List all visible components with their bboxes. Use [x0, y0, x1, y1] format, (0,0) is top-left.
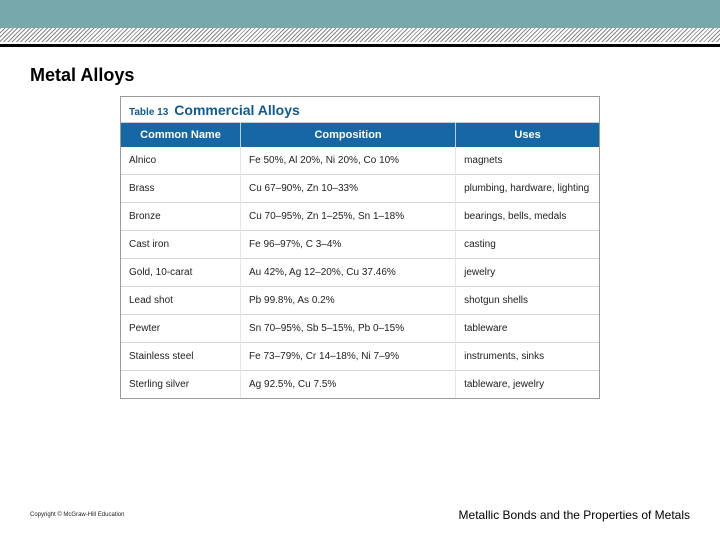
- table-row: Alnico Fe 50%, Al 20%, Ni 20%, Co 10% ma…: [121, 147, 599, 175]
- header-color-band: [0, 0, 720, 28]
- cell-name: Cast iron: [121, 231, 241, 259]
- cell-composition: Cu 67–90%, Zn 10–33%: [241, 175, 456, 203]
- cell-uses: bearings, bells, medals: [456, 203, 599, 231]
- cell-composition: Sn 70–95%, Sb 5–15%, Pb 0–15%: [241, 315, 456, 343]
- cell-composition: Fe 50%, Al 20%, Ni 20%, Co 10%: [241, 147, 456, 175]
- cell-name: Alnico: [121, 147, 241, 175]
- cell-uses: shotgun shells: [456, 287, 599, 315]
- cell-composition: Pb 99.8%, As 0.2%: [241, 287, 456, 315]
- table-title: Commercial Alloys: [174, 102, 300, 118]
- table-row: Sterling silver Ag 92.5%, Cu 7.5% tablew…: [121, 371, 599, 399]
- cell-uses: jewelry: [456, 259, 599, 287]
- header-hatched-band: [0, 28, 720, 42]
- cell-composition: Fe 96–97%, C 3–4%: [241, 231, 456, 259]
- cell-uses: magnets: [456, 147, 599, 175]
- cell-name: Brass: [121, 175, 241, 203]
- copyright-text: Copyright © McGraw-Hill Education: [30, 512, 124, 518]
- cell-name: Gold, 10-carat: [121, 259, 241, 287]
- chapter-title: Metallic Bonds and the Properties of Met…: [459, 508, 690, 522]
- cell-uses: tableware, jewelry: [456, 371, 599, 399]
- cell-name: Lead shot: [121, 287, 241, 315]
- footer: Copyright © McGraw-Hill Education Metall…: [30, 508, 690, 522]
- page-title: Metal Alloys: [30, 65, 720, 86]
- table-header-row: Common Name Composition Uses: [121, 123, 599, 147]
- alloys-table: Common Name Composition Uses Alnico Fe 5…: [121, 123, 599, 398]
- table-row: Cast iron Fe 96–97%, C 3–4% casting: [121, 231, 599, 259]
- table-row: Gold, 10-carat Au 42%, Ag 12–20%, Cu 37.…: [121, 259, 599, 287]
- cell-composition: Fe 73–79%, Cr 14–18%, Ni 7–9%: [241, 343, 456, 371]
- table-row: Lead shot Pb 99.8%, As 0.2% shotgun shel…: [121, 287, 599, 315]
- cell-name: Sterling silver: [121, 371, 241, 399]
- table-row: Brass Cu 67–90%, Zn 10–33% plumbing, har…: [121, 175, 599, 203]
- col-header-composition: Composition: [241, 123, 456, 147]
- table-row: Stainless steel Fe 73–79%, Cr 14–18%, Ni…: [121, 343, 599, 371]
- table-label: Table 13: [129, 107, 168, 118]
- cell-uses: plumbing, hardware, lighting: [456, 175, 599, 203]
- cell-composition: Ag 92.5%, Cu 7.5%: [241, 371, 456, 399]
- cell-name: Bronze: [121, 203, 241, 231]
- col-header-name: Common Name: [121, 123, 241, 147]
- alloys-table-container: Table 13 Commercial Alloys Common Name C…: [120, 96, 600, 399]
- header-divider: [0, 44, 720, 47]
- table-row: Bronze Cu 70–95%, Zn 1–25%, Sn 1–18% bea…: [121, 203, 599, 231]
- cell-uses: casting: [456, 231, 599, 259]
- cell-composition: Cu 70–95%, Zn 1–25%, Sn 1–18%: [241, 203, 456, 231]
- cell-name: Stainless steel: [121, 343, 241, 371]
- table-caption: Table 13 Commercial Alloys: [121, 97, 599, 123]
- cell-uses: instruments, sinks: [456, 343, 599, 371]
- col-header-uses: Uses: [456, 123, 599, 147]
- cell-uses: tableware: [456, 315, 599, 343]
- cell-name: Pewter: [121, 315, 241, 343]
- table-row: Pewter Sn 70–95%, Sb 5–15%, Pb 0–15% tab…: [121, 315, 599, 343]
- cell-composition: Au 42%, Ag 12–20%, Cu 37.46%: [241, 259, 456, 287]
